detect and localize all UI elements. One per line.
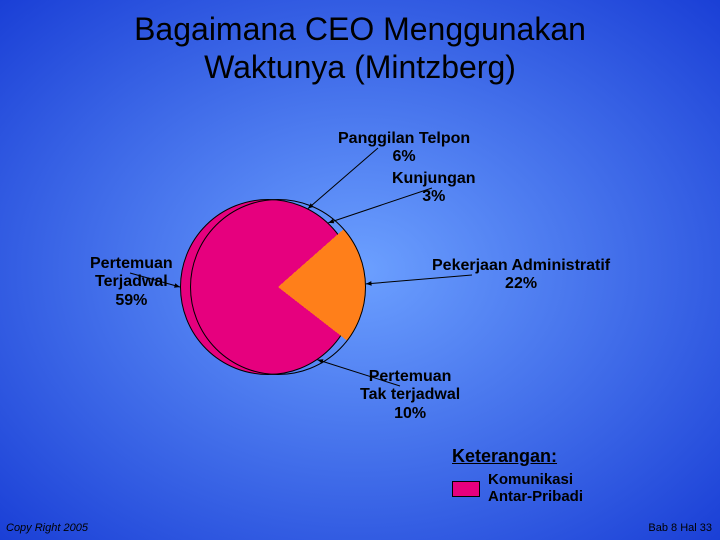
footer-copyright: Copy Right 2005	[6, 522, 88, 534]
legend-swatch	[452, 481, 480, 497]
pie-label-telephone: Panggilan Telpon6%	[338, 130, 470, 167]
pie-label-admin: Pekerjaan Administratif22%	[432, 257, 610, 294]
pie-pulled-slice	[190, 199, 366, 375]
title-line-1: Bagaimana CEO Menggunakan	[134, 11, 586, 47]
pie-label-visits: Kunjungan3%	[392, 170, 476, 207]
title-line-2: Waktunya (Mintzberg)	[204, 49, 516, 85]
legend-item: KomunikasiAntar-Pribadi	[452, 472, 583, 505]
legend-title: Keterangan:	[452, 446, 557, 467]
pie-label-unscheduled: PertemuanTak terjadwal10%	[360, 368, 460, 423]
legend-text: KomunikasiAntar-Pribadi	[488, 472, 583, 505]
footer-page: Bab 8 Hal 33	[648, 522, 712, 534]
pie-label-scheduled: PertemuanTerjadwal59%	[90, 255, 173, 310]
slide-title: Bagaimana CEO Menggunakan Waktunya (Mint…	[0, 10, 720, 87]
